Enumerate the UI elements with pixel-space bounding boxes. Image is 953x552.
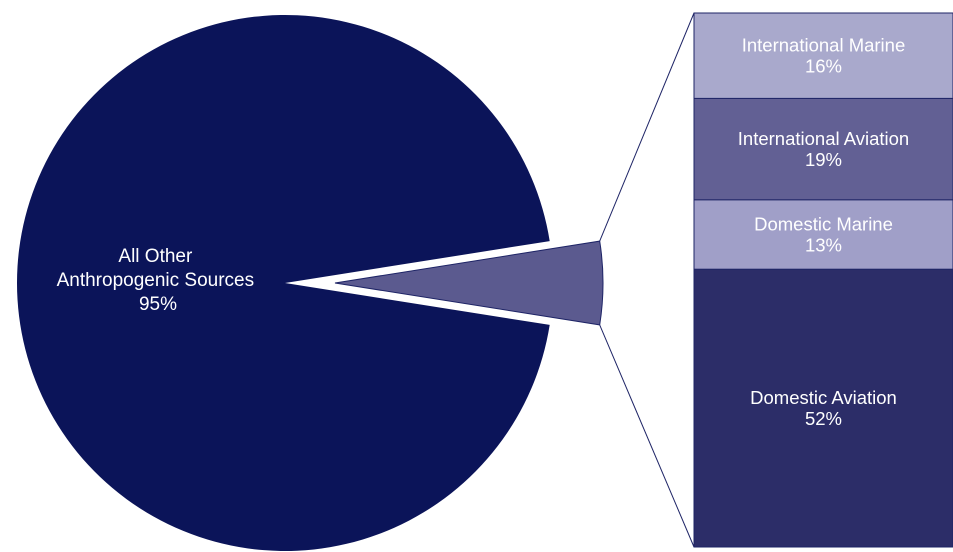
bar-segment-label-international-aviation: International Aviation — [738, 128, 909, 149]
bar-segment-value-domestic-aviation: 52% — [805, 408, 842, 429]
pie-slice-transport-bunkers — [334, 240, 604, 326]
bar-segment-value-international-marine: 16% — [805, 56, 842, 77]
pie-label-line-1: All Other — [118, 246, 193, 267]
pie: All Other Anthropogenic Sources 95% — [16, 14, 604, 552]
bar-segment-value-international-aviation: 19% — [805, 149, 842, 170]
bar-segment-label-domestic-marine: Domestic Marine — [754, 214, 893, 235]
connector-line-bottom — [599, 324, 695, 548]
connector-line-top — [599, 12, 695, 242]
pie-slice-all-other — [16, 14, 550, 552]
bar-segment-label-international-marine: International Marine — [742, 35, 906, 56]
bar-segment-label-domestic-aviation: Domestic Aviation — [750, 387, 897, 408]
connector-lines — [599, 12, 695, 548]
pie-label-value: 95% — [139, 294, 177, 315]
pie-label-line-2: Anthropogenic Sources — [57, 270, 255, 291]
bar-segment-international-aviation — [693, 97, 953, 201]
bar-segment-domestic-aviation — [693, 268, 953, 548]
pie-slice-label: All Other Anthropogenic Sources 95% — [57, 246, 260, 315]
bar-segment-value-domestic-marine: 13% — [805, 235, 842, 256]
bar-segment-domestic-marine — [693, 199, 953, 270]
